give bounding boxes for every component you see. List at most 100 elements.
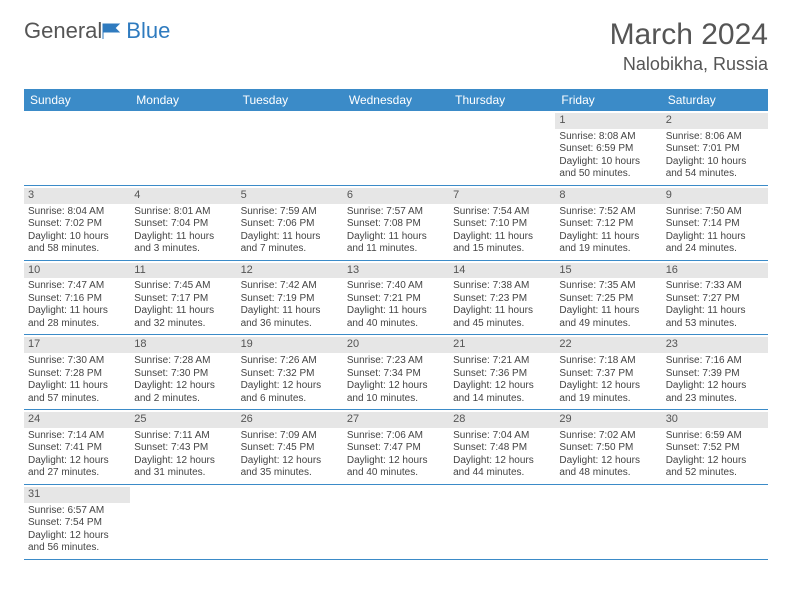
- sunrise-text: Sunrise: 7:06 AM: [347, 430, 445, 443]
- calendar-cell: 9Sunrise: 7:50 AMSunset: 7:14 PMDaylight…: [662, 185, 768, 260]
- daylight-text: Daylight: 12 hours and 52 minutes.: [666, 455, 764, 480]
- sunrise-text: Sunrise: 7:40 AM: [347, 280, 445, 293]
- sunrise-text: Sunrise: 7:11 AM: [134, 430, 232, 443]
- calendar-cell: [237, 484, 343, 559]
- calendar-cell: 6Sunrise: 7:57 AMSunset: 7:08 PMDaylight…: [343, 185, 449, 260]
- calendar-row: 31Sunrise: 6:57 AMSunset: 7:54 PMDayligh…: [24, 484, 768, 559]
- sunset-text: Sunset: 7:19 PM: [241, 293, 339, 306]
- calendar-cell: [343, 111, 449, 185]
- calendar-cell: 11Sunrise: 7:45 AMSunset: 7:17 PMDayligh…: [130, 260, 236, 335]
- calendar-cell: 13Sunrise: 7:40 AMSunset: 7:21 PMDayligh…: [343, 260, 449, 335]
- calendar-row: 1Sunrise: 8:08 AMSunset: 6:59 PMDaylight…: [24, 111, 768, 185]
- sunrise-text: Sunrise: 7:28 AM: [134, 355, 232, 368]
- day-number: 17: [24, 337, 130, 353]
- calendar-cell: 18 Sunrise: 7:28 AMSunset: 7:30 PMDayligh…: [130, 335, 236, 410]
- sunset-text: Sunset: 7:34 PM: [347, 368, 445, 381]
- daylight-text: Daylight: 12 hours and 56 minutes.: [28, 530, 126, 555]
- day-number: 6: [343, 188, 449, 204]
- calendar-cell: 19Sunrise: 7:26 AMSunset: 7:32 PMDayligh…: [237, 335, 343, 410]
- calendar-cell: [130, 111, 236, 185]
- sunset-text: Sunset: 7:36 PM: [453, 368, 551, 381]
- sunset-text: Sunset: 7:52 PM: [666, 442, 764, 455]
- calendar-cell: 27Sunrise: 7:06 AMSunset: 7:47 PMDayligh…: [343, 410, 449, 485]
- sunrise-text: Sunrise: 6:59 AM: [666, 430, 764, 443]
- day-number: 14: [449, 263, 555, 279]
- sunset-text: Sunset: 7:39 PM: [666, 368, 764, 381]
- calendar-cell: 14Sunrise: 7:38 AMSunset: 7:23 PMDayligh…: [449, 260, 555, 335]
- calendar-cell: 10Sunrise: 7:47 AMSunset: 7:16 PMDayligh…: [24, 260, 130, 335]
- sunrise-text: Sunrise: 6:57 AM: [28, 505, 126, 518]
- day-header: Friday: [555, 89, 661, 111]
- calendar-row: 24Sunrise: 7:14 AMSunset: 7:41 PMDayligh…: [24, 410, 768, 485]
- daylight-text: Daylight: 12 hours and 35 minutes.: [241, 455, 339, 480]
- daylight-text: Daylight: 12 hours and 27 minutes.: [28, 455, 126, 480]
- day-number: 7: [449, 188, 555, 204]
- calendar-cell: 28 Sunrise: 7:04 AMSunset: 7:48 PMDayligh…: [449, 410, 555, 485]
- day-number: 16: [662, 263, 768, 279]
- day-header: Sunday: [24, 89, 130, 111]
- sunset-text: Sunset: 7:06 PM: [241, 218, 339, 231]
- sunset-text: Sunset: 7:45 PM: [241, 442, 339, 455]
- day-header: Tuesday: [237, 89, 343, 111]
- calendar-cell: 1Sunrise: 8:08 AMSunset: 6:59 PMDaylight…: [555, 111, 661, 185]
- daylight-text: Daylight: 11 hours and 15 minutes.: [453, 231, 551, 256]
- sunrise-text: Sunrise: 7:30 AM: [28, 355, 126, 368]
- sunset-text: Sunset: 7:01 PM: [666, 143, 764, 156]
- sunrise-text: Sunrise: 7:59 AM: [241, 206, 339, 219]
- calendar-cell: 7Sunrise: 7:54 AMSunset: 7:10 PMDaylight…: [449, 185, 555, 260]
- day-number: 19: [237, 337, 343, 353]
- sunset-text: Sunset: 7:28 PM: [28, 368, 126, 381]
- sunrise-text: Sunrise: 7:50 AM: [666, 206, 764, 219]
- sunrise-text: Sunrise: 7:38 AM: [453, 280, 551, 293]
- day-header: Thursday: [449, 89, 555, 111]
- calendar-cell: 21Sunrise: 7:21 AMSunset: 7:36 PMDayligh…: [449, 335, 555, 410]
- daylight-text: Daylight: 12 hours and 44 minutes.: [453, 455, 551, 480]
- daylight-text: Daylight: 11 hours and 19 minutes.: [559, 231, 657, 256]
- day-number: 4: [130, 188, 236, 204]
- calendar-cell: [24, 111, 130, 185]
- sunset-text: Sunset: 7:21 PM: [347, 293, 445, 306]
- calendar-cell: 4Sunrise: 8:01 AMSunset: 7:04 PMDaylight…: [130, 185, 236, 260]
- sunrise-text: Sunrise: 7:04 AM: [453, 430, 551, 443]
- sunset-text: Sunset: 7:02 PM: [28, 218, 126, 231]
- calendar-cell: 24 Sunrise: 7:14 AMSunset: 7:41 PMDayligh…: [24, 410, 130, 485]
- sunset-text: Sunset: 7:50 PM: [559, 442, 657, 455]
- day-number: 18: [130, 337, 236, 353]
- sunrise-text: Sunrise: 7:09 AM: [241, 430, 339, 443]
- sunrise-text: Sunrise: 7:02 AM: [559, 430, 657, 443]
- sunrise-text: Sunrise: 7:14 AM: [28, 430, 126, 443]
- daylight-text: Daylight: 11 hours and 45 minutes.: [453, 305, 551, 330]
- sunrise-text: Sunrise: 7:33 AM: [666, 280, 764, 293]
- sunset-text: Sunset: 7:41 PM: [28, 442, 126, 455]
- day-number: 2: [662, 113, 768, 129]
- daylight-text: Daylight: 12 hours and 23 minutes.: [666, 380, 764, 405]
- day-number: 15: [555, 263, 661, 279]
- sunset-text: Sunset: 7:16 PM: [28, 293, 126, 306]
- day-header: Monday: [130, 89, 236, 111]
- day-number: 28: [449, 412, 555, 428]
- sunset-text: Sunset: 7:54 PM: [28, 517, 126, 530]
- daylight-text: Daylight: 10 hours and 50 minutes.: [559, 156, 657, 181]
- calendar-cell: 29Sunrise: 7:02 AMSunset: 7:50 PMDayligh…: [555, 410, 661, 485]
- daylight-text: Daylight: 11 hours and 28 minutes.: [28, 305, 126, 330]
- page-header: General Blue March 2024 Nalobikha, Russi…: [24, 18, 768, 75]
- day-number: 11: [130, 263, 236, 279]
- sunrise-text: Sunrise: 7:18 AM: [559, 355, 657, 368]
- day-number: 27: [343, 412, 449, 428]
- daylight-text: Daylight: 11 hours and 40 minutes.: [347, 305, 445, 330]
- calendar-cell: 31Sunrise: 6:57 AMSunset: 7:54 PMDayligh…: [24, 484, 130, 559]
- daylight-text: Daylight: 12 hours and 10 minutes.: [347, 380, 445, 405]
- daylight-text: Daylight: 12 hours and 14 minutes.: [453, 380, 551, 405]
- sunset-text: Sunset: 7:48 PM: [453, 442, 551, 455]
- sunrise-text: Sunrise: 7:54 AM: [453, 206, 551, 219]
- sunset-text: Sunset: 7:30 PM: [134, 368, 232, 381]
- day-number: 24: [24, 412, 130, 428]
- sunrise-text: Sunrise: 7:21 AM: [453, 355, 551, 368]
- calendar-cell: 15Sunrise: 7:35 AMSunset: 7:25 PMDayligh…: [555, 260, 661, 335]
- sunset-text: Sunset: 7:37 PM: [559, 368, 657, 381]
- calendar-cell: 3Sunrise: 8:04 AMSunset: 7:02 PMDaylight…: [24, 185, 130, 260]
- sunset-text: Sunset: 7:32 PM: [241, 368, 339, 381]
- sunset-text: Sunset: 7:27 PM: [666, 293, 764, 306]
- calendar-table: SundayMondayTuesdayWednesdayThursdayFrid…: [24, 89, 768, 560]
- daylight-text: Daylight: 12 hours and 2 minutes.: [134, 380, 232, 405]
